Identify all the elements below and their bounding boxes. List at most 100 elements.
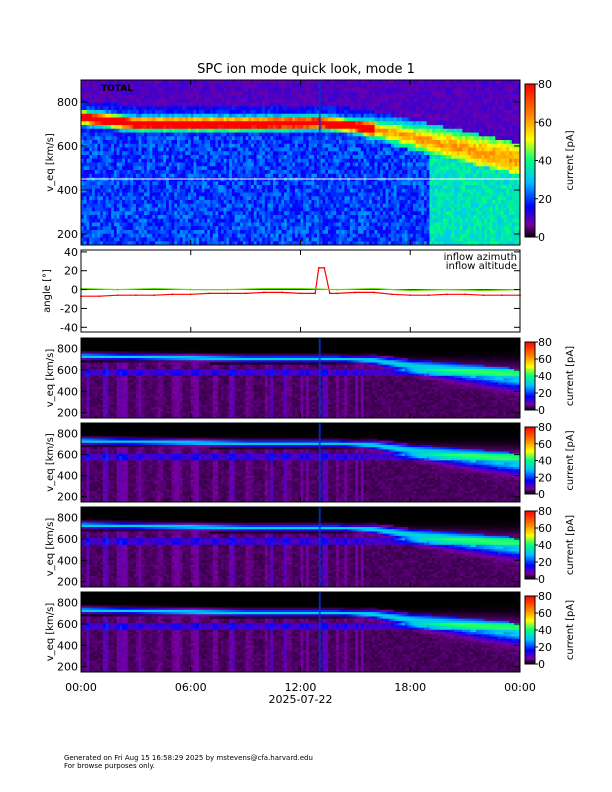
- heatmap-cells: [81, 423, 520, 502]
- data-point: [323, 267, 326, 269]
- chart-title: SPC ion mode quick look, mode 1: [197, 62, 415, 77]
- data-point: [299, 287, 302, 290]
- data-point: [98, 295, 101, 298]
- x-tick-label: 12:00: [285, 681, 317, 694]
- colorbar-tick-label: 80: [538, 336, 552, 349]
- data-point: [409, 294, 412, 297]
- x-axis: 00:00 06:00 12:00 18:00 00:00 2025-07-22: [65, 80, 536, 706]
- data-point: [263, 287, 265, 290]
- data-point: [153, 294, 156, 297]
- y-tick-label: 800: [57, 512, 78, 525]
- data-gap-stripe: [318, 80, 321, 245]
- data-point: [409, 289, 412, 292]
- colorbar-label: current [pA]: [565, 515, 576, 575]
- y-tick-label: 200: [57, 228, 78, 241]
- data-point: [281, 291, 284, 294]
- colorbar-tick-label: 60: [538, 116, 552, 129]
- colorbar-tick-label: 20: [538, 641, 552, 654]
- data-point: [336, 288, 338, 291]
- colorbar-scale: [524, 426, 536, 495]
- colorbar: 0 20 40 60 80 current [pA]: [524, 590, 576, 671]
- colorbar-tick-label: 40: [538, 370, 552, 383]
- data-point: [317, 267, 320, 269]
- data-point: [445, 293, 448, 296]
- data-point: [464, 293, 467, 296]
- panel-label: D sensor: [101, 596, 141, 606]
- colorbar-tick-label: 60: [538, 607, 552, 620]
- panel-label: B sensor: [101, 427, 140, 437]
- data-point: [226, 288, 229, 291]
- colorbar-label: current [pA]: [565, 346, 576, 406]
- heatmap-cells: [81, 338, 520, 418]
- footer-note: For browse purposes only.: [64, 762, 155, 770]
- heatmap-panel-total: 200 400 600 800 v_eq [km/s] TOTAL 0 20 40 60 80 cur…: [45, 78, 576, 246]
- data-point: [134, 294, 137, 297]
- y-tick-label: 400: [57, 385, 78, 398]
- y-axis-label: v_eq [km/s]: [45, 433, 56, 492]
- colorbar-tick-label: 20: [538, 471, 552, 484]
- y-tick-label: 200: [57, 407, 78, 420]
- colorbar-tick-label: 0: [538, 404, 545, 417]
- footer-generated: Generated on Fri Aug 15 16:58:29 2025 by…: [64, 754, 313, 762]
- y-tick-label: 800: [57, 96, 78, 109]
- y-axis-label: v_eq [km/s]: [45, 603, 56, 662]
- y-axis-label: v_eq [km/s]: [45, 133, 56, 192]
- heatmap-cells: [81, 592, 520, 672]
- data-point: [372, 287, 375, 290]
- data-gap-stripe: [318, 423, 321, 502]
- data-gap-stripe: [318, 338, 321, 418]
- y-tick-label: 400: [57, 470, 78, 483]
- y-tick-label: 600: [57, 449, 78, 462]
- y-tick-label: 200: [57, 576, 78, 589]
- x-axis-date: 2025-07-22: [269, 693, 333, 706]
- y-tick-label: 600: [57, 618, 78, 631]
- heatmap-cells: [81, 507, 520, 587]
- y-axis-label: v_eq [km/s]: [45, 349, 56, 408]
- data-gap-stripe: [318, 592, 321, 672]
- colorbar-tick-label: 0: [538, 658, 545, 671]
- data-point: [336, 292, 338, 295]
- data-point: [427, 294, 430, 297]
- data-point: [391, 293, 393, 296]
- y-tick-label: 600: [57, 140, 78, 153]
- y-tick-label: -20: [60, 302, 78, 315]
- colorbar-tick-label: 40: [538, 539, 552, 552]
- colorbar-tick-label: 20: [538, 556, 552, 569]
- legend-entry: inflow azimuth: [444, 252, 517, 263]
- colorbar-tick-label: 60: [538, 353, 552, 366]
- colorbar-tick-label: 80: [538, 505, 552, 518]
- data-point: [500, 294, 503, 297]
- colorbar-tick-label: 60: [538, 438, 552, 451]
- y-tick-label: 400: [57, 184, 78, 197]
- data-point: [116, 294, 119, 297]
- series-line-azimuth: [81, 267, 520, 297]
- colorbar-tick-label: 60: [538, 522, 552, 535]
- colorbar-scale: [524, 595, 536, 665]
- legend-entry: inflow altitude: [446, 261, 517, 272]
- data-point: [189, 288, 192, 291]
- y-tick-label: 600: [57, 533, 78, 546]
- colorbar-tick-label: 20: [538, 387, 552, 400]
- y-axis-label: v_eq [km/s]: [45, 518, 56, 577]
- data-point: [116, 288, 119, 291]
- data-point: [171, 293, 174, 296]
- data-point: [153, 287, 156, 290]
- data-point: [328, 292, 331, 295]
- panel-background: [81, 250, 520, 332]
- y-tick-label: 40: [64, 246, 78, 259]
- data-point: [372, 291, 375, 294]
- colorbar-label: current [pA]: [565, 430, 576, 490]
- data-gap-stripe: [318, 507, 321, 587]
- panel-label: TOTAL: [101, 84, 133, 94]
- y-tick-label: 800: [57, 428, 78, 441]
- colorbar: 0 20 40 60 80 current [pA]: [524, 336, 576, 417]
- colorbar-tick-label: 40: [538, 455, 552, 468]
- data-point: [263, 291, 265, 294]
- data-point: [482, 289, 485, 292]
